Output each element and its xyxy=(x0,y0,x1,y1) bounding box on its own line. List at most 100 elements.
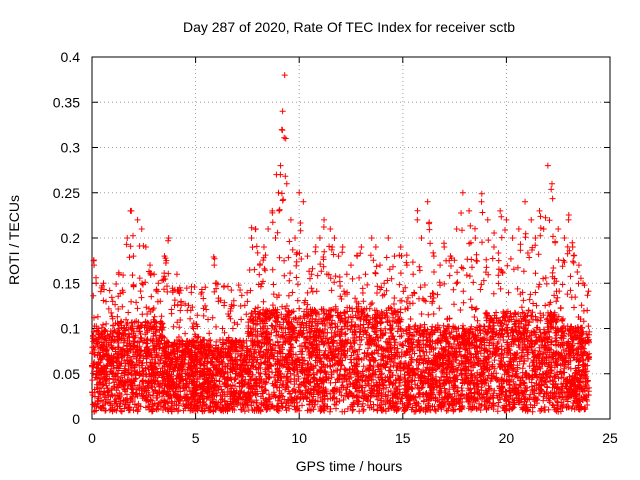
roti-point xyxy=(155,280,162,287)
roti-point xyxy=(466,207,473,214)
roti-point xyxy=(211,262,218,269)
roti-point xyxy=(569,244,576,251)
y-tick-label: 0.3 xyxy=(61,140,81,156)
roti-point xyxy=(397,244,404,251)
x-tick-label: 20 xyxy=(499,430,515,446)
roti-point xyxy=(410,271,417,278)
roti-point xyxy=(142,244,149,251)
roti-point xyxy=(343,271,350,278)
roti-point xyxy=(472,235,479,241)
roti-point xyxy=(459,189,466,196)
roti-point xyxy=(453,225,460,232)
spike-points xyxy=(91,72,591,368)
roti-point xyxy=(348,262,354,269)
roti-point xyxy=(94,361,101,368)
roti-point xyxy=(219,325,226,332)
roti-point xyxy=(238,316,245,323)
roti-point xyxy=(418,235,425,241)
roti-point xyxy=(316,235,323,241)
roti-point xyxy=(178,298,185,305)
grid-lines xyxy=(92,57,610,419)
roti-point xyxy=(205,316,212,323)
y-tick-label: 0.05 xyxy=(53,366,80,382)
y-tick-label: 0.35 xyxy=(53,94,80,110)
x-tick-label: 25 xyxy=(602,430,618,446)
roti-point xyxy=(403,262,410,269)
data-points xyxy=(89,126,593,415)
roti-point xyxy=(414,216,421,223)
roti-point xyxy=(385,235,392,241)
roti-point xyxy=(260,244,267,251)
roti-point xyxy=(248,235,255,241)
roti-point xyxy=(134,216,141,223)
y-axis-label: ROTI / TECUs xyxy=(6,195,22,285)
roti-point xyxy=(503,216,510,223)
roti-point xyxy=(372,244,379,251)
roti-point xyxy=(522,198,529,205)
roti-point xyxy=(115,271,122,278)
roti-point xyxy=(120,289,127,296)
roti-point xyxy=(130,253,137,260)
roti-point xyxy=(256,262,263,269)
x-tick-label: 0 xyxy=(88,430,96,446)
roti-point xyxy=(536,207,543,214)
roti-point xyxy=(292,235,299,241)
roti-point xyxy=(490,244,497,251)
roti-point xyxy=(528,216,535,223)
roti-point xyxy=(327,225,334,232)
roti-point xyxy=(308,271,315,278)
roti-point xyxy=(358,244,365,251)
roti-point xyxy=(509,235,516,241)
roti-point xyxy=(331,235,338,241)
roti-point xyxy=(165,235,172,241)
y-tick-label: 0.25 xyxy=(53,185,80,201)
x-tick-label: 15 xyxy=(395,430,411,446)
roti-point xyxy=(484,216,491,223)
roti-point xyxy=(362,271,369,278)
roti-point xyxy=(252,225,259,232)
roti-point xyxy=(354,253,361,260)
axis-ticks: 0 0.05 0.1 0.15 0.2 0.25 0.3 0.35 0.4 0 5 10 15 20 25 xyxy=(53,49,618,446)
roti-point xyxy=(173,271,180,278)
roti-point xyxy=(105,352,112,359)
roti-point xyxy=(282,135,289,142)
y-tick-label: 0.2 xyxy=(61,230,81,246)
chart-title: Day 287 of 2020, Rate Of TEC Index for r… xyxy=(183,19,515,35)
roti-point xyxy=(540,225,547,232)
roti-point xyxy=(335,253,342,260)
roti-point xyxy=(109,298,116,305)
roti-point xyxy=(198,289,205,296)
roti-point xyxy=(478,198,485,205)
roti-point xyxy=(151,271,158,278)
x-tick-label: 10 xyxy=(291,430,307,446)
roti-point xyxy=(287,216,294,223)
x-tick-label: 5 xyxy=(192,430,200,446)
roti-point xyxy=(561,235,568,241)
roti-point xyxy=(580,280,587,287)
roti-point xyxy=(296,189,303,196)
roti-point xyxy=(339,244,346,251)
roti-point xyxy=(273,171,280,178)
roti-point xyxy=(161,253,168,260)
roti-point xyxy=(283,180,290,187)
roti-point xyxy=(565,216,572,223)
y-tick-label: 0 xyxy=(72,411,80,427)
roti-point xyxy=(279,108,286,115)
x-axis-label: GPS time / hours xyxy=(296,458,403,474)
roti-point xyxy=(544,162,551,169)
roti-point xyxy=(555,225,562,232)
roti-point xyxy=(124,235,131,241)
roti-point xyxy=(225,334,232,341)
roti-point xyxy=(437,262,444,269)
roti-point xyxy=(95,325,102,332)
roti-point xyxy=(548,180,555,187)
roti-point xyxy=(184,307,191,314)
y-tick-label: 0.1 xyxy=(61,321,81,337)
roti-point xyxy=(147,262,154,269)
roti-point xyxy=(169,289,176,296)
roti-point xyxy=(430,253,437,260)
roti-point xyxy=(497,207,504,214)
roti-point xyxy=(281,72,288,79)
roti-point xyxy=(99,343,106,350)
